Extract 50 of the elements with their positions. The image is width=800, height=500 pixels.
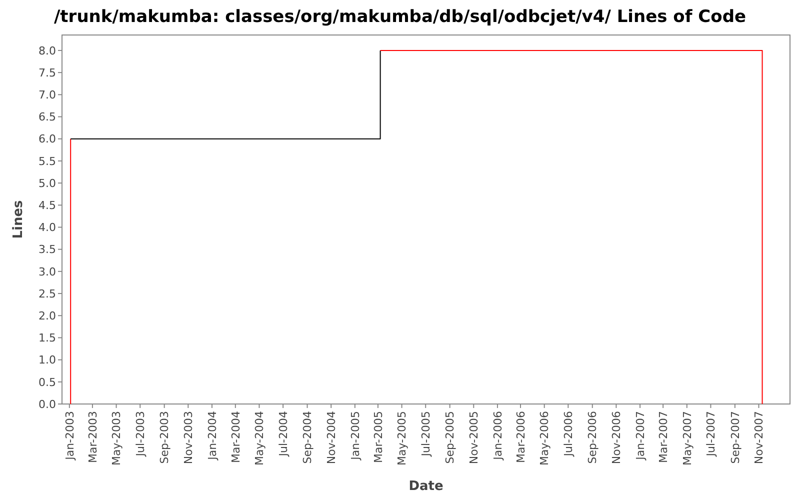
y-tick-label: 0.5 xyxy=(38,376,56,389)
x-tick-label: Mar-2005 xyxy=(372,411,385,464)
x-tick-label: Nov-2003 xyxy=(182,411,195,464)
y-tick-label: 8.0 xyxy=(38,44,56,58)
x-tick-label: Sep-2003 xyxy=(158,411,172,464)
chart-title: /trunk/makumba: classes/org/makumba/db/sql/odbcjet/v4/ Lines of Code xyxy=(54,7,746,27)
x-tick-label: Sep-2007 xyxy=(728,411,742,464)
x-tick-label: Sep-2004 xyxy=(301,411,314,464)
x-tick-label: Mar-2003 xyxy=(86,411,100,464)
x-tick-label: Jul-2005 xyxy=(419,411,432,458)
y-tick-label: 6.5 xyxy=(38,110,56,124)
x-tick-label: Jul-2004 xyxy=(276,411,290,458)
x-tick-label: May-2005 xyxy=(396,411,409,466)
y-tick-label: 1.0 xyxy=(38,354,56,367)
x-tick-label: Mar-2007 xyxy=(656,411,670,464)
x-tick-label: Nov-2007 xyxy=(752,411,766,464)
x-tick-label: Nov-2004 xyxy=(324,411,338,464)
y-tick-label: 3.0 xyxy=(38,265,56,278)
y-tick-label: 7.0 xyxy=(38,88,56,102)
y-tick-label: 4.5 xyxy=(38,198,56,212)
y-tick-label: 2.0 xyxy=(38,309,56,322)
y-tick-label: 0.0 xyxy=(38,398,56,411)
x-tick-label: May-2004 xyxy=(253,411,266,466)
x-tick-label: May-2006 xyxy=(538,411,552,466)
x-tick-label: Jul-2006 xyxy=(562,411,576,458)
y-tick-label: 3.5 xyxy=(38,243,56,256)
x-tick-label: May-2007 xyxy=(680,411,694,466)
x-tick-label: Mar-2006 xyxy=(514,411,528,464)
y-tick-label: 5.0 xyxy=(38,176,56,190)
y-axis-title: Lines xyxy=(11,200,26,239)
y-tick-label: 2.5 xyxy=(38,287,56,300)
x-tick-label: May-2003 xyxy=(110,411,124,466)
y-tick-label: 7.5 xyxy=(38,66,56,80)
x-tick-label: Sep-2005 xyxy=(444,411,457,464)
y-tick-label: 6.0 xyxy=(38,132,56,146)
x-tick-label: Mar-2004 xyxy=(229,411,242,464)
x-tick-label: Sep-2006 xyxy=(586,411,600,464)
x-tick-label: Nov-2005 xyxy=(468,411,480,464)
y-tick-label: 1.5 xyxy=(38,332,56,345)
x-tick-label: Jan-2004 xyxy=(206,411,219,461)
x-tick-label: Jan-2006 xyxy=(491,411,504,461)
x-tick-label: Jul-2003 xyxy=(134,411,147,458)
y-tick-label: 4.0 xyxy=(38,221,56,234)
x-axis-title: Date xyxy=(408,479,444,494)
x-tick-label: Jul-2007 xyxy=(704,411,718,458)
y-tick-label: 5.5 xyxy=(38,154,56,168)
x-tick-label: Jan-2003 xyxy=(63,411,76,461)
x-tick-label: Nov-2006 xyxy=(610,411,624,464)
x-tick-label: Jan-2007 xyxy=(634,411,647,461)
x-tick-label: Jan-2005 xyxy=(348,411,362,461)
